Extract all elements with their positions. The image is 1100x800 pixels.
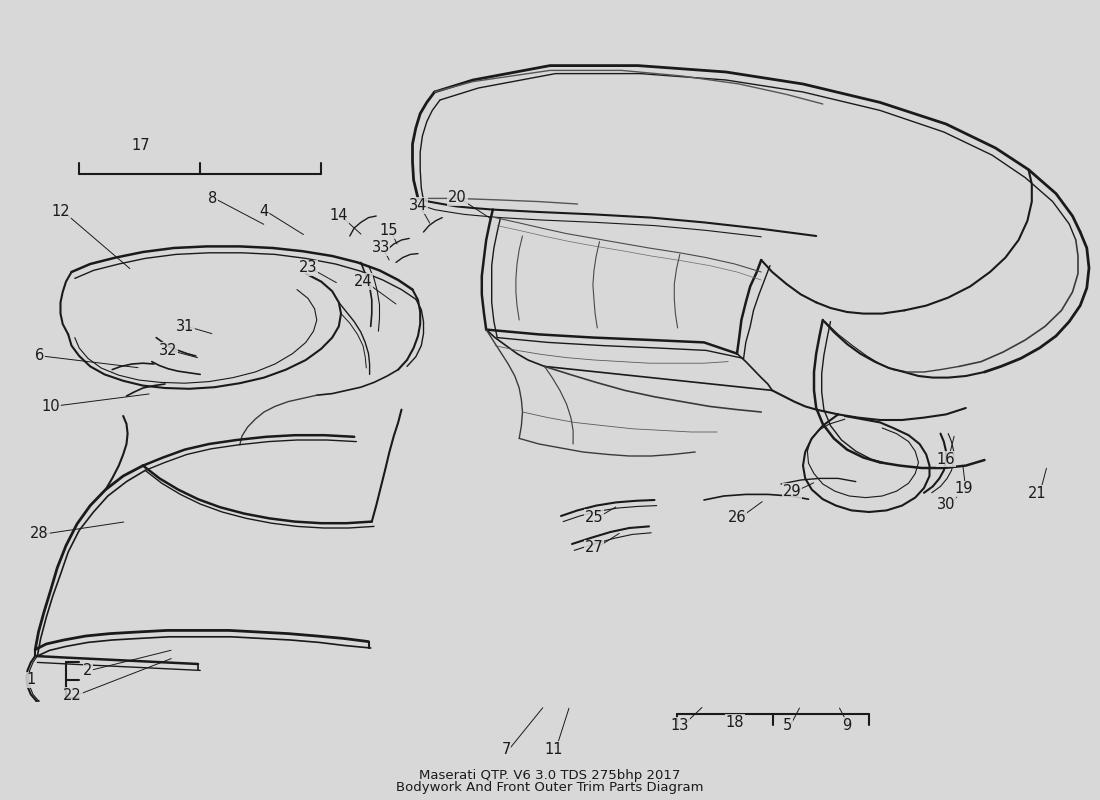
Text: 25: 25: [585, 510, 603, 525]
Text: 28: 28: [31, 526, 48, 541]
Text: 18: 18: [726, 715, 744, 730]
Text: 34: 34: [409, 198, 427, 213]
Text: 27: 27: [584, 541, 604, 555]
Text: 29: 29: [783, 484, 801, 498]
Text: 26: 26: [728, 510, 746, 525]
Text: 15: 15: [379, 223, 397, 238]
Text: 30: 30: [937, 498, 955, 512]
Text: 11: 11: [544, 742, 562, 757]
Text: 7: 7: [502, 742, 510, 757]
Text: 14: 14: [330, 209, 348, 223]
Text: 4: 4: [260, 205, 268, 219]
Text: 22: 22: [63, 688, 82, 702]
Text: 21: 21: [1028, 486, 1046, 501]
Text: 8: 8: [208, 191, 217, 206]
Text: 31: 31: [176, 319, 194, 334]
Text: 10: 10: [42, 399, 59, 414]
Text: 6: 6: [35, 348, 44, 362]
Text: 1: 1: [26, 673, 35, 687]
Text: 13: 13: [671, 718, 689, 733]
Text: Bodywork And Front Outer Trim Parts Diagram: Bodywork And Front Outer Trim Parts Diag…: [396, 782, 704, 794]
Text: 33: 33: [372, 241, 389, 255]
Text: 2: 2: [84, 663, 92, 678]
Text: 5: 5: [783, 718, 792, 733]
Text: 24: 24: [354, 274, 372, 289]
Text: 20: 20: [448, 190, 468, 205]
Text: 19: 19: [955, 482, 972, 496]
Text: Maserati QTP. V6 3.0 TDS 275bhp 2017: Maserati QTP. V6 3.0 TDS 275bhp 2017: [419, 770, 681, 782]
Text: 12: 12: [52, 205, 69, 219]
Text: 23: 23: [299, 261, 317, 275]
Text: 17: 17: [132, 138, 150, 153]
Text: 32: 32: [160, 343, 177, 358]
Text: 9: 9: [843, 718, 851, 733]
Text: 16: 16: [937, 452, 955, 466]
